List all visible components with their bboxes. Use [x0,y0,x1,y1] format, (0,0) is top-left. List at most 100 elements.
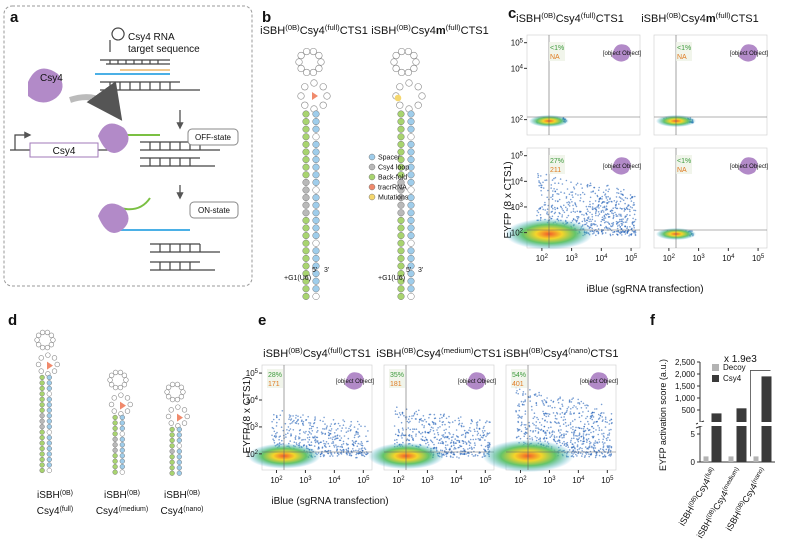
nucleotide [312,171,320,179]
cell-dot [612,231,614,233]
cell-dot [517,404,519,407]
cell-dot [540,175,542,177]
cell-dot [487,441,489,444]
cell-dot [547,427,550,429]
cell-dot [453,442,455,445]
cell-dot [330,453,333,456]
nucleotide [112,369,119,376]
cell-dot [573,446,576,449]
cell-dot [400,421,403,424]
tick-label: 104 [450,476,463,485]
cell-dot [347,452,349,454]
cell-dot [466,431,468,434]
cell-dot [346,450,348,452]
cell-dot [592,202,594,205]
cell-dot [589,205,592,208]
nucleotide [407,277,415,285]
cell-dot [608,429,610,431]
tick-exp: 3 [552,476,556,482]
cell-dot [589,211,591,214]
cell-dot [632,221,635,223]
nucleotide [397,118,405,126]
badge [467,372,486,390]
cell-dot [476,430,479,433]
nucleotide [119,442,125,448]
gate-box [511,369,527,388]
cell-dot [577,440,580,443]
cell-dot [565,411,568,414]
cell-dot [461,440,464,442]
cell-dot [579,210,581,213]
nucleotide [312,110,320,118]
badge [739,44,758,62]
cell-dot [592,223,594,225]
cell-dot [322,440,325,442]
cell-dot [567,203,570,206]
count: 181 [390,381,402,388]
cell-dot [339,435,341,437]
cell-dot [407,418,410,421]
cell-dot [291,422,293,424]
cell-dot [332,440,334,443]
cell-dot [559,407,561,410]
cell-dot [569,413,571,415]
nucleotide [312,156,320,164]
cell-dot [294,436,297,439]
nucleotide [112,436,118,442]
tick-exp: 5 [520,39,524,45]
cell-dot [448,437,450,440]
tick-exp: 5 [761,254,765,260]
cell-dot [467,432,470,434]
cell-dot [537,418,539,421]
nucleotide [176,454,182,460]
cell-dot [572,210,575,213]
cell-dot [587,423,590,425]
cell-dot [610,445,613,448]
cell-dot [295,435,297,437]
cell-dot [302,424,305,426]
cell-dot [478,428,481,430]
cell-dot [611,209,614,212]
cell-dot [615,205,617,207]
cell-dot [604,442,606,444]
nucleotide [123,377,129,383]
cell-dot [615,223,618,225]
percent: <1% [677,45,691,52]
nucleotide [51,355,58,361]
cell-dot [588,445,591,447]
cell-dot [593,230,595,233]
nucleotide [124,395,131,401]
tick-exp: 4 [520,64,524,70]
cell-dot [608,223,611,225]
cell-dot [357,428,359,430]
nucleotide [176,470,182,476]
cell-dot [583,193,586,196]
cell-dot [610,200,612,203]
cell-dot [583,219,586,221]
cell-dot [607,449,610,451]
legend-swatch [712,375,719,382]
cell-dot [553,212,556,215]
cell-dot [593,449,595,452]
cell-dot [562,399,564,402]
cell-dot [559,425,561,427]
cell-dot [600,210,603,212]
tick-base: 10 [511,152,520,161]
cell-dot [606,446,609,449]
tick-base: 10 [328,476,337,485]
cell-dot [539,206,542,209]
text-part: Csy4 [303,348,328,360]
bar [711,413,722,462]
cell-dot [272,427,275,430]
cell-dot [547,405,550,407]
nucleotide [312,292,320,300]
mutation [394,94,402,102]
cell-dot [536,210,539,212]
cell-dot [394,433,397,436]
badge-label: [object Object] [458,379,497,385]
cell-dot [393,425,396,427]
nucleotide [112,384,119,391]
cell-dot [570,181,572,183]
cell-dot [594,207,597,209]
cell-dot [542,429,545,432]
